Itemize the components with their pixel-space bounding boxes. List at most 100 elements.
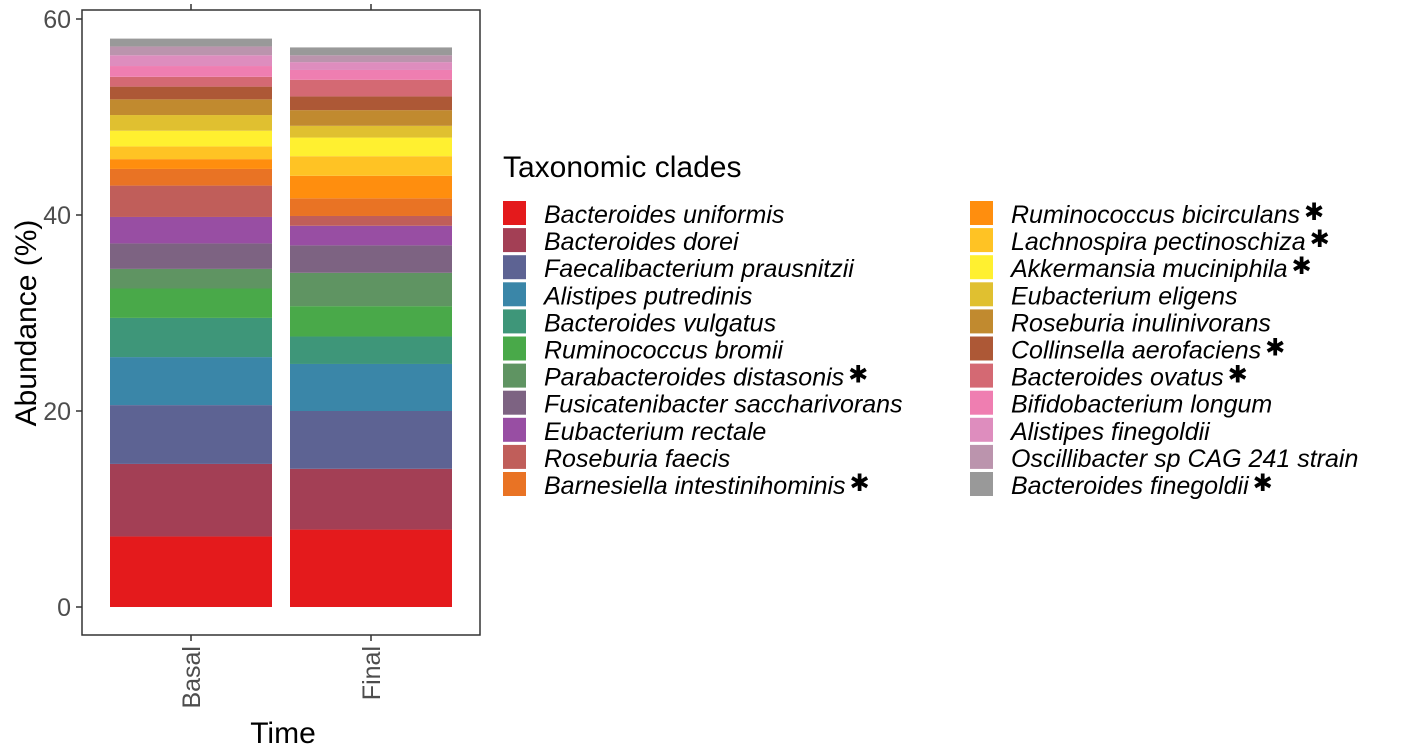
legend-item-eubacterium-rectale: Eubacterium rectale	[503, 417, 766, 446]
legend-item-parabacteroides-distasonis: Parabacteroides distasonis ✱	[503, 361, 868, 392]
legend-swatch	[970, 444, 993, 469]
legend-label: Bacteroides vulgatus	[544, 309, 776, 337]
bar-segment-basal-roseburia-inulinivorans	[110, 99, 272, 116]
legend-swatch	[503, 472, 526, 496]
legend-item-collinsella-aerofaciens: Collinsella aerofaciens ✱	[970, 334, 1285, 365]
bar-segment-final-bacteroides-ovatus	[290, 79, 452, 97]
bar-segment-basal-alistipes-putredinis	[110, 357, 272, 406]
bar-segment-basal-bacteroides-finegoldii	[110, 38, 272, 47]
legend-item-ruminococcus-bromii: Ruminococcus bromii	[503, 336, 784, 365]
legend-swatch	[503, 417, 526, 442]
bar-segment-basal-akkermansia-muciniphila	[110, 130, 272, 147]
x-axis: Basal Final	[178, 4, 386, 709]
bar-segment-basal-parabacteroides-distasonis	[110, 268, 272, 289]
legend-swatch	[970, 228, 993, 253]
legend-label: Fusicatenibacter saccharivorans	[544, 391, 903, 419]
bar-segment-basal-eubacterium-eligens	[110, 115, 272, 131]
legend-item-oscillibacter-sp-cag-241-strain: Oscillibacter sp CAG 241 strain	[970, 444, 1358, 473]
significance-asterisk-icon: ✱	[850, 469, 870, 497]
bar-segment-basal-bacteroides-vulgatus	[110, 317, 272, 358]
legend-swatch	[503, 255, 526, 280]
significance-asterisk-icon: ✱	[1265, 334, 1285, 362]
x-axis-title: Time	[250, 717, 316, 750]
legend-label: Ruminococcus bromii	[544, 337, 784, 365]
legend-label: Bacteroides uniformis	[544, 201, 784, 229]
bar-segment-final-ruminococcus-bromii	[290, 306, 452, 337]
legend-label: Lachnospira pectinoschiza	[1011, 228, 1306, 256]
legend-label: Roseburia inulinivorans	[1011, 309, 1271, 337]
bar-segment-basal-bacteroides-dorei	[110, 463, 272, 537]
legend-item-bacteroides-finegoldii: Bacteroides finegoldii ✱	[970, 469, 1273, 500]
significance-asterisk-icon: ✱	[1304, 198, 1324, 226]
legend-label: Eubacterium eligens	[1011, 282, 1238, 310]
bar-segment-final-bacteroides-finegoldii	[290, 47, 452, 56]
legend-item-alistipes-finegoldii: Alistipes finegoldii	[970, 417, 1211, 446]
bar-segment-final-faecalibacterium-prausnitzii	[290, 411, 452, 469]
bar-stack-basal	[110, 38, 272, 607]
x-tick-label-final: Final	[358, 646, 386, 700]
bar-segment-basal-fusicatenibacter-saccharivorans	[110, 243, 272, 269]
bar-segment-final-oscillibacter-sp-cag-241-strain	[290, 55, 452, 63]
y-tick-label: 40	[43, 202, 71, 230]
legend-swatch	[503, 228, 526, 253]
legend-label: Parabacteroides distasonis	[544, 364, 844, 392]
legend-item-ruminococcus-bicirculans: Ruminococcus bicirculans ✱	[970, 198, 1324, 229]
legend-swatch	[503, 201, 526, 225]
bar-segment-final-akkermansia-muciniphila	[290, 137, 452, 157]
bar-segment-final-fusicatenibacter-saccharivorans	[290, 245, 452, 273]
bar-segment-final-ruminococcus-bicirculans	[290, 175, 452, 199]
bar-segment-basal-faecalibacterium-prausnitzii	[110, 405, 272, 464]
bar-segment-final-roseburia-faecis	[290, 215, 452, 226]
legend-item-bacteroides-ovatus: Bacteroides ovatus ✱	[970, 361, 1248, 392]
bar-segment-basal-roseburia-faecis	[110, 185, 272, 217]
significance-asterisk-icon: ✱	[1292, 252, 1312, 280]
legend-swatch	[503, 282, 526, 307]
legend-item-bacteroides-dorei: Bacteroides dorei	[503, 228, 740, 256]
bar-segment-basal-collinsella-aerofaciens	[110, 86, 272, 100]
legend-label: Bifidobacterium longum	[1011, 391, 1272, 419]
y-tick-label: 20	[43, 398, 71, 426]
legend-label: Barnesiella intestinihominis	[544, 472, 846, 500]
y-axis: 0 20 40 60	[43, 6, 82, 622]
bar-segment-basal-ruminococcus-bicirculans	[110, 159, 272, 169]
bar-stacks	[110, 38, 452, 607]
legend-item-bacteroides-vulgatus: Bacteroides vulgatus	[503, 309, 776, 337]
bar-segment-final-eubacterium-rectale	[290, 225, 452, 246]
legend-item-faecalibacterium-prausnitzii: Faecalibacterium prausnitzii	[503, 255, 855, 283]
bar-segment-basal-alistipes-finegoldii	[110, 55, 272, 67]
legend-label: Faecalibacterium prausnitzii	[544, 255, 855, 283]
significance-asterisk-icon: ✱	[1310, 225, 1330, 253]
bar-segment-basal-bacteroides-ovatus	[110, 76, 272, 87]
bar-segment-basal-bifidobacterium-longum	[110, 66, 272, 77]
bar-segment-final-alistipes-finegoldii	[290, 62, 452, 70]
bar-segment-basal-ruminococcus-bromii	[110, 288, 272, 318]
legend-label: Ruminococcus bicirculans	[1011, 201, 1300, 229]
legend-swatch	[970, 363, 993, 388]
legend-item-roseburia-faecis: Roseburia faecis	[503, 444, 730, 473]
bar-segment-basal-oscillibacter-sp-cag-241-strain	[110, 46, 272, 56]
bar-segment-basal-eubacterium-rectale	[110, 216, 272, 244]
legend-swatch	[503, 363, 526, 388]
bar-segment-final-bacteroides-uniformis	[290, 529, 452, 607]
legend-title: Taxonomic clades	[503, 151, 741, 184]
bar-segment-final-eubacterium-eligens	[290, 125, 452, 138]
legend-swatch	[970, 336, 993, 361]
bar-segment-final-collinsella-aerofaciens	[290, 96, 452, 111]
legend-swatch	[970, 390, 993, 415]
bar-stack-final	[290, 47, 452, 607]
significance-asterisk-icon: ✱	[1253, 469, 1273, 497]
legend-label: Oscillibacter sp CAG 241 strain	[1011, 445, 1358, 473]
legend-label: Bacteroides ovatus	[1011, 364, 1224, 392]
legend-swatch	[970, 417, 993, 442]
legend-swatch	[503, 390, 526, 415]
significance-asterisk-icon: ✱	[848, 361, 868, 389]
legend-swatch	[503, 444, 526, 469]
legend-item-lachnospira-pectinoschiza: Lachnospira pectinoschiza ✱	[970, 225, 1330, 256]
legend-item-bacteroides-uniformis: Bacteroides uniformis	[503, 201, 784, 229]
legend-swatch	[970, 472, 993, 496]
bar-segment-basal-barnesiella-intestinihominis	[110, 168, 272, 186]
legend-swatch	[503, 309, 526, 334]
legend-swatch	[970, 255, 993, 280]
